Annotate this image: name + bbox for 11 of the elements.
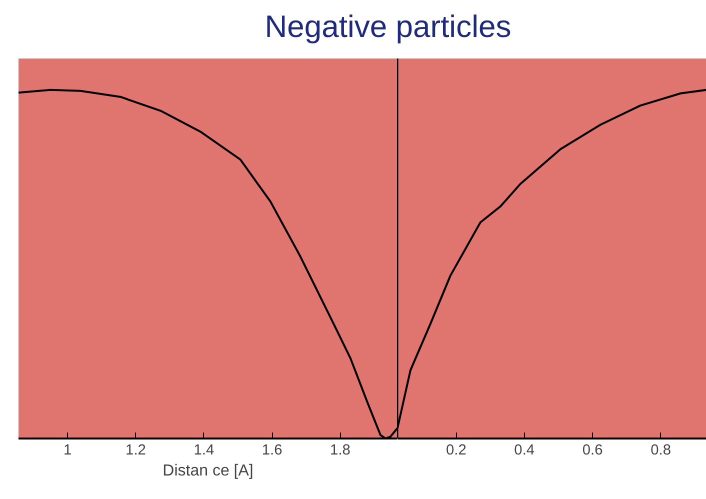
x-tick-label: 0.4 [514,442,535,458]
x-tick-label: 1.2 [126,442,146,458]
chart-title: Negative particles [264,8,512,46]
x-tick-label: 1.8 [330,442,350,458]
x-tick-label: 1 [64,442,72,458]
x-tick-label: 0.2 [446,442,466,458]
x-tick-label: 1.6 [262,442,282,458]
x-tick-label: 1.4 [194,442,214,458]
x-tick-label: 0.6 [582,442,603,458]
x-axis-title: Distan ce [A] [162,462,254,480]
x-tick-label: 0.8 [650,442,671,458]
